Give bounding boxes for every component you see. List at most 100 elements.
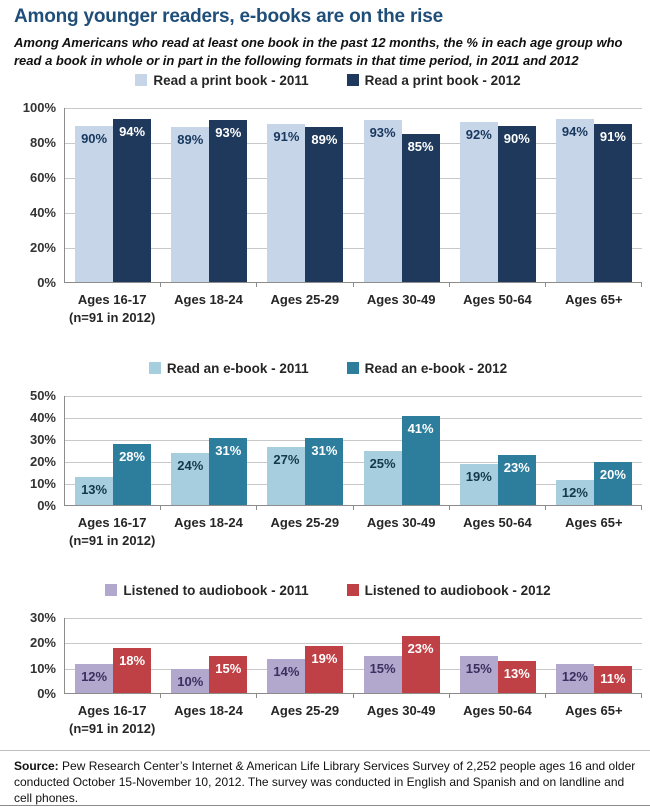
bar: 15%	[459, 656, 498, 694]
bar: 19%	[459, 464, 498, 506]
x-axis-label-line1: Ages 16-17	[77, 292, 147, 307]
x-axis-tick	[641, 506, 642, 510]
legend-swatch	[148, 362, 161, 374]
y-tick-label: 50%	[29, 388, 56, 403]
plot-row: 0% 10% 20% 30% 12% 18% 10% 15% 14% 19% 15% 23% 15% 13…	[14, 610, 642, 701]
x-axis-tick	[160, 283, 162, 287]
bar-value-label: 13%	[503, 666, 530, 682]
x-axis-label-line1: Ages 65+	[565, 292, 623, 307]
x-axis-line	[64, 282, 642, 283]
chart-legend: Listened to audiobook - 2011 Listened to …	[14, 582, 642, 598]
x-axis-label: Ages 50-64	[449, 514, 545, 549]
bar-value-label: 91%	[273, 128, 300, 144]
x-axis-label: Ages 16-17 (n=91 in 2012)	[64, 702, 160, 737]
page-subtitle: Among Americans who read at least one bo…	[14, 35, 623, 69]
bar: 25%	[363, 451, 402, 506]
y-tick-label: 20%	[29, 240, 56, 255]
x-axis-label-line1: Ages 50-64	[463, 703, 532, 718]
ebook-chart: Read an e-book - 2011 Read an e-book - 20…	[14, 360, 642, 549]
chart-legend: Read a print book - 2011 Read a print boo…	[14, 72, 642, 88]
bar: 28%	[113, 444, 152, 506]
bar: 90%	[497, 125, 536, 283]
bar: 13%	[75, 477, 114, 506]
x-axis-labels: Ages 16-17 (n=91 in 2012) Ages 18-24 Ages 2…	[64, 514, 642, 549]
bar-value-label: 41%	[407, 420, 434, 436]
page-title: Among younger readers, e-books are on th…	[14, 6, 443, 27]
x-axis-tick	[448, 694, 450, 698]
y-tick-label: 60%	[29, 170, 56, 185]
bar: 93%	[209, 120, 248, 283]
bar-groups: 90% 94% 89% 93% 91% 89% 93% 85% 92% 90% 94% 91%	[65, 108, 642, 283]
bar-groups: 13% 28% 24% 31% 27% 31% 25% 41% 19% 23% 12% 20%	[65, 396, 642, 506]
bar-group: 10% 15%	[161, 618, 257, 694]
bar: 10%	[171, 668, 210, 694]
x-axis-label-line1: Ages 18-24	[174, 292, 243, 307]
audiobook-chart: Listened to audiobook - 2011 Listened to …	[14, 582, 642, 737]
bar-value-label: 11%	[600, 671, 626, 687]
bar-group: 91% 89%	[257, 108, 353, 283]
y-axis: 0% 10% 20% 30% 40% 50%	[14, 388, 64, 513]
bar-group: 12% 11%	[546, 618, 642, 694]
x-axis-label: Ages 16-17 (n=91 in 2012)	[64, 291, 160, 326]
bar: 23%	[497, 455, 536, 506]
bar: 12%	[75, 663, 114, 694]
plot-row: 0% 10% 20% 30% 40% 50% 13% 28% 24% 31% 27% 31% 25% 41…	[14, 388, 642, 513]
legend-item: Listened to audiobook - 2012	[346, 582, 551, 598]
x-axis-tick	[160, 506, 162, 510]
legend-label: Listened to audiobook - 2012	[364, 582, 551, 598]
gridline	[65, 143, 642, 144]
x-axis-line	[64, 505, 642, 506]
y-tick-label: 20%	[29, 635, 56, 651]
bar: 15%	[209, 656, 248, 694]
bar-value-label: 15%	[465, 661, 492, 676]
x-axis-labels: Ages 16-17 (n=91 in 2012) Ages 18-24 Ages 2…	[64, 291, 642, 326]
x-axis-label: Ages 25-29	[257, 291, 353, 326]
bar: 92%	[459, 122, 498, 283]
bar-group: 19% 23%	[450, 396, 546, 506]
x-axis-label: Ages 25-29	[257, 514, 353, 549]
x-axis-label-line1: Ages 50-64	[463, 515, 532, 530]
x-axis-tick	[352, 694, 354, 698]
legend-item: Read an e-book - 2011	[148, 361, 309, 376]
bar-group: 12% 20%	[546, 396, 642, 506]
plot-area: 12% 18% 10% 15% 14% 19% 15% 23% 15% 13% 12% 11%	[64, 618, 642, 698]
gridline	[65, 440, 642, 441]
x-axis-label-line2: (n=91 in 2012)	[68, 532, 156, 548]
x-axis-label-line1: Ages 30-49	[366, 703, 436, 718]
bar: 24%	[171, 453, 210, 506]
bar-group: 90% 94%	[65, 108, 161, 283]
bar-groups: 12% 18% 10% 15% 14% 19% 15% 23% 15% 13% 12% 11%	[65, 618, 642, 694]
legend-swatch	[105, 584, 118, 596]
y-tick-label: 40%	[29, 205, 56, 220]
legend-item: Read a print book - 2012	[346, 72, 521, 88]
legend-swatch	[346, 362, 359, 374]
bar: 13%	[497, 661, 536, 694]
gridline	[65, 643, 642, 645]
bar-group: 92% 90%	[450, 108, 546, 283]
x-axis-label-line1: Ages 18-24	[174, 515, 243, 530]
gridline	[65, 108, 642, 109]
bar-value-label: 20%	[599, 467, 626, 482]
y-tick-label: 30%	[29, 432, 56, 447]
legend-label: Read a print book - 2012	[364, 72, 521, 88]
bar: 31%	[209, 437, 248, 506]
x-axis-tick	[448, 506, 450, 510]
bar-value-label: 19%	[465, 469, 492, 485]
bar-value-label: 89%	[311, 132, 338, 148]
x-axis-label: Ages 65+	[546, 291, 642, 326]
bar: 89%	[171, 127, 210, 283]
bottom-divider	[0, 805, 650, 806]
x-axis-tick	[352, 506, 354, 510]
x-axis-label-line2: (n=91 in 2012)	[68, 309, 156, 325]
x-axis-label: Ages 30-49	[353, 291, 449, 326]
bar-value-label: 31%	[311, 442, 338, 458]
y-axis: 0% 20% 40% 60% 80% 100%	[14, 100, 64, 290]
bar: 91%	[593, 123, 632, 283]
bar-value-label: 25%	[369, 456, 396, 471]
bar-value-label: 93%	[369, 125, 396, 141]
bar: 94%	[113, 118, 152, 283]
bar: 89%	[305, 127, 344, 283]
x-axis-tick	[256, 283, 258, 287]
x-axis-label: Ages 18-24	[160, 291, 256, 326]
x-axis-labels: Ages 16-17 (n=91 in 2012) Ages 18-24 Ages 2…	[64, 702, 642, 737]
